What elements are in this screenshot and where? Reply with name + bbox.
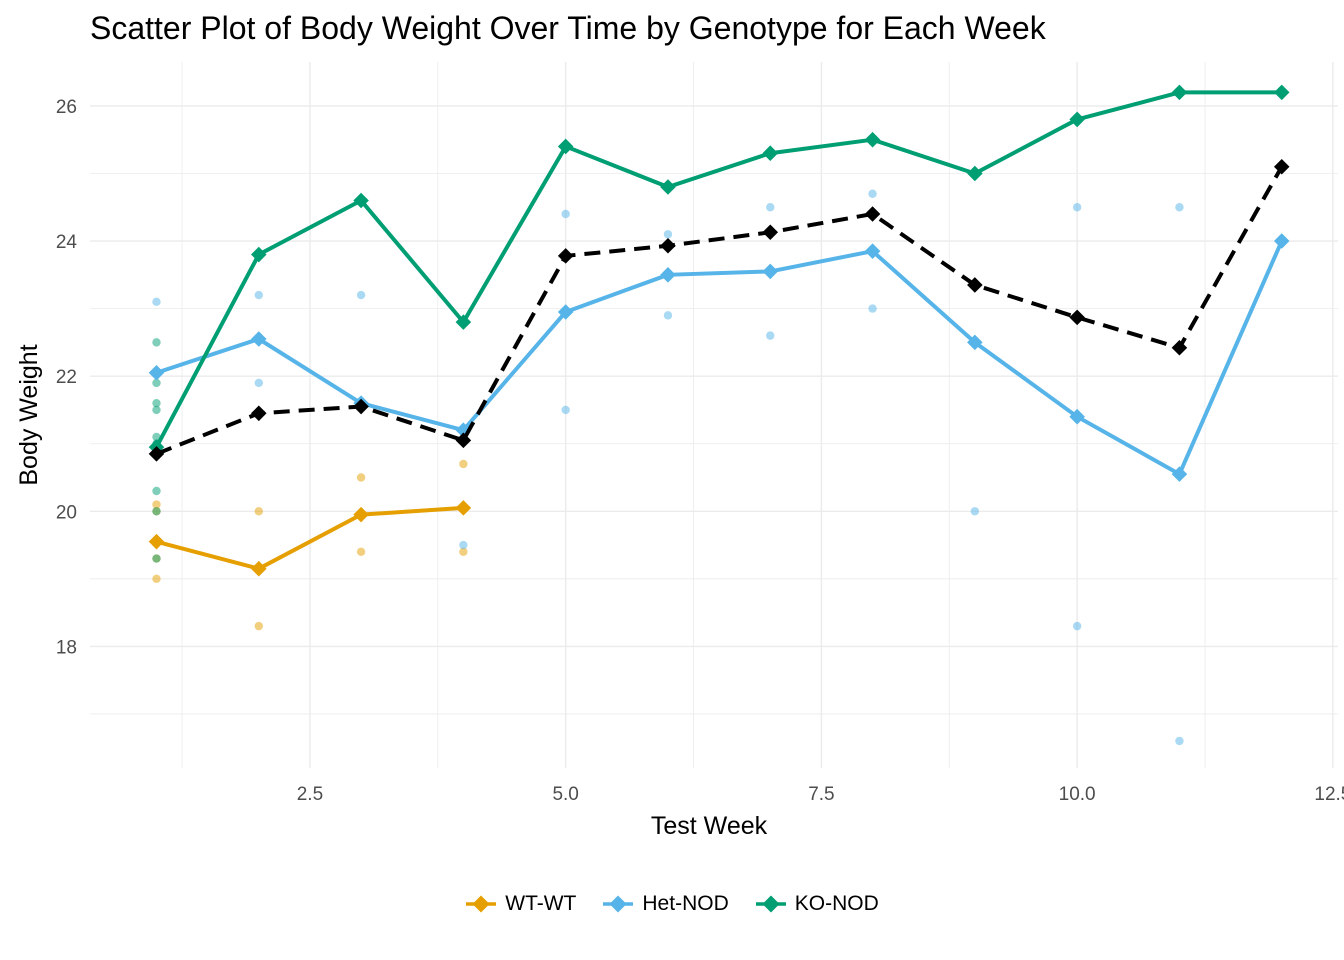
data-point-het-nod: [152, 297, 161, 307]
y-tick-label: 26: [56, 97, 77, 118]
x-tick-label: 7.5: [808, 784, 834, 805]
data-point-het-nod: [561, 405, 570, 415]
legend-label-ko-nod: KO-NOD: [794, 892, 879, 915]
overall-mean-line: [155, 165, 1284, 456]
data-point-het-nod: [254, 290, 263, 300]
data-point-het-nod: [1072, 203, 1082, 212]
mean-marker-ko-nod: [1069, 111, 1085, 128]
data-point-ko-nod: [152, 554, 161, 563]
data-point-het-nod: [663, 311, 673, 320]
overall-mean-marker: [1171, 339, 1188, 356]
legend-label-het-nod: Het-NOD: [642, 892, 729, 915]
legend-item-wt-wt: WT-WT: [465, 892, 576, 916]
data-point-wt-wt: [152, 500, 161, 509]
overall-mean-marker: [557, 248, 574, 264]
mean-marker-het-nod: [660, 267, 676, 283]
legend-item-het-nod: Het-NOD: [602, 892, 729, 916]
mean-marker-ko-nod: [1171, 84, 1188, 101]
legend-key-wt-wt: [465, 895, 497, 913]
mean-line-het-nod: [155, 240, 1284, 477]
x-tick-label: 5.0: [552, 784, 578, 805]
mean-marker-wt-wt: [455, 500, 472, 516]
data-point-ko-nod: [152, 398, 161, 408]
legend-key-ko-nod: [755, 895, 787, 913]
data-point-ko-nod: [152, 507, 161, 516]
mean-marker-ko-nod: [762, 145, 779, 161]
data-point-ko-nod: [152, 486, 161, 496]
grid-lines: [90, 62, 1338, 768]
overall-mean-marker: [660, 237, 676, 254]
data-point-het-nod: [868, 304, 877, 313]
mean-marker-ko-nod: [353, 192, 369, 209]
overall-mean-marker: [1273, 158, 1290, 175]
data-point-het-nod: [1175, 736, 1184, 746]
y-tick-label: 18: [56, 637, 77, 658]
mean-marker-ko-nod: [557, 138, 574, 155]
chart-title: Scatter Plot of Body Weight Over Time by…: [90, 10, 1046, 46]
mean-lines-layer: [148, 84, 1290, 577]
data-point-het-nod: [459, 540, 468, 550]
data-point-het-nod: [970, 507, 980, 516]
data-point-het-nod: [766, 331, 775, 340]
overall-mean-marker: [1069, 309, 1085, 326]
overall-mean-marker: [148, 446, 165, 462]
mean-marker-het-nod: [148, 364, 165, 381]
mean-marker-wt-wt: [353, 506, 369, 523]
mean-marker-ko-nod: [864, 131, 881, 148]
x-axis-label: Test Week: [651, 812, 768, 840]
data-point-het-nod: [663, 230, 673, 239]
overall-mean-marker: [455, 432, 472, 449]
y-axis-label: Body Weight: [15, 344, 43, 485]
data-point-ko-nod: [152, 378, 161, 388]
data-point-wt-wt: [356, 547, 366, 557]
mean-marker-het-nod: [251, 331, 267, 347]
data-point-wt-wt: [356, 473, 366, 482]
data-point-ko-nod: [152, 405, 161, 415]
legend-key-het-nod: [602, 895, 634, 913]
y-tick-label: 22: [56, 367, 77, 388]
data-point-wt-wt: [459, 459, 468, 469]
data-point-ko-nod: [152, 338, 161, 347]
x-tick-label: 2.5: [297, 784, 323, 805]
axes-layer: 2.5 5.0 7.5 10.0 12.5 18 20 22 24 26: [56, 97, 1344, 805]
mean-marker-het-nod: [864, 243, 881, 259]
data-point-wt-wt: [459, 547, 468, 557]
mean-marker-ko-nod: [251, 246, 267, 263]
data-point-het-nod: [561, 209, 570, 219]
data-point-wt-wt: [254, 621, 263, 631]
mean-marker-het-nod: [1273, 233, 1290, 249]
mean-marker-het-nod: [762, 263, 779, 280]
data-point-het-nod: [356, 290, 366, 300]
data-point-het-nod: [1072, 621, 1082, 631]
legend-item-ko-nod: KO-NOD: [755, 892, 879, 916]
data-point-het-nod: [1175, 203, 1184, 212]
data-point-wt-wt: [254, 507, 263, 516]
mean-line-wt-wt: [155, 505, 464, 571]
y-tick-label: 24: [56, 232, 78, 253]
data-point-wt-wt: [152, 574, 161, 584]
data-point-het-nod: [254, 378, 263, 388]
mean-marker-het-nod: [1171, 466, 1188, 482]
raw-points-layer: [152, 189, 1184, 746]
mean-marker-ko-nod: [660, 179, 676, 195]
mean-marker-ko-nod: [967, 165, 983, 182]
x-tick-label: 10.0: [1059, 784, 1096, 805]
x-tick-label: 12.5: [1314, 784, 1344, 805]
overall-mean-marker: [762, 224, 779, 241]
y-tick-label: 20: [56, 502, 77, 523]
data-point-het-nod: [868, 189, 877, 198]
mean-marker-wt-wt: [148, 533, 165, 550]
overall-mean-marker: [864, 206, 881, 222]
legend-label-wt-wt: WT-WT: [505, 892, 577, 915]
legend: WT-WT Het-NOD KO-NOD: [0, 892, 1344, 916]
mean-marker-ko-nod: [1273, 84, 1290, 101]
mean-marker-wt-wt: [251, 560, 267, 577]
mean-line-ko-nod: [154, 90, 1282, 449]
data-point-het-nod: [766, 203, 775, 212]
mean-marker-het-nod: [1069, 408, 1085, 425]
overall-mean-marker: [251, 405, 267, 422]
